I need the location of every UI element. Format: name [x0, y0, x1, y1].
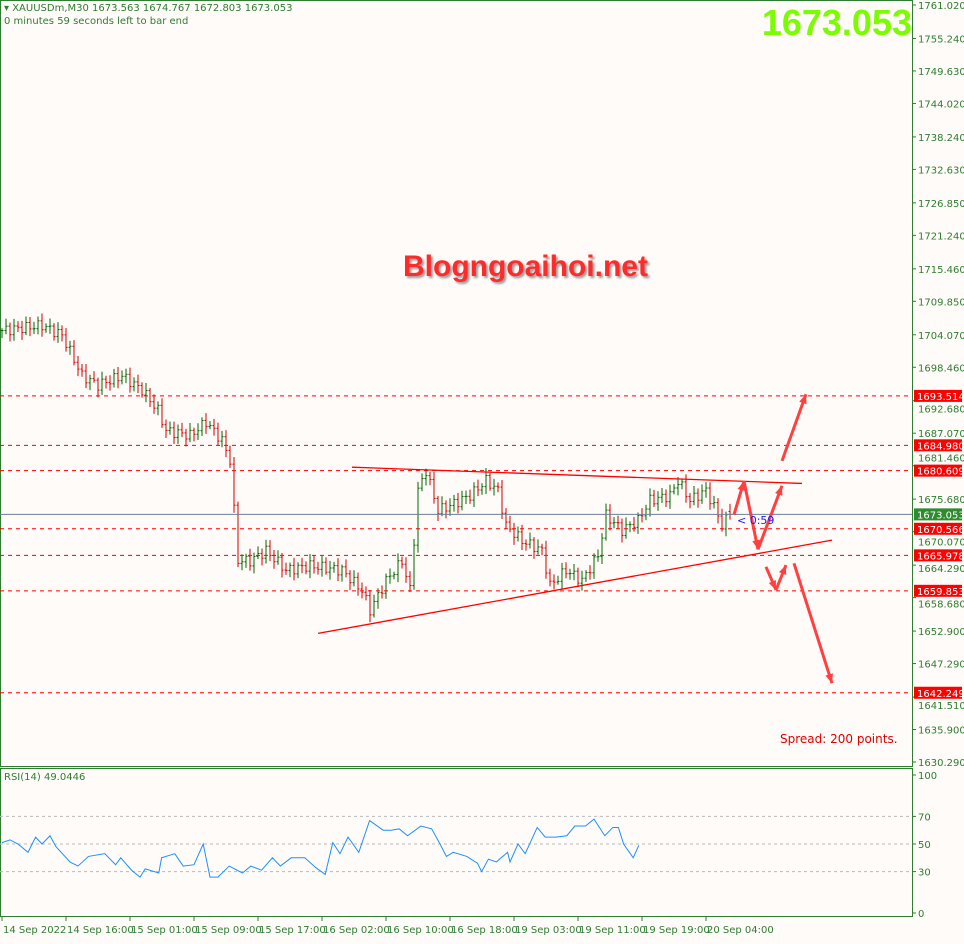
price-level-label: 1665.978 [917, 551, 964, 562]
y-tick-label: 1709.850 [918, 297, 964, 308]
y-tick-label: 1675.680 [918, 495, 964, 506]
x-tick-label: 20 Sep 04:00 [707, 925, 774, 936]
x-tick-label: 15 Sep 17:00 [259, 925, 326, 936]
price-level-label: 1670.566 [917, 525, 964, 536]
arrow-head-icon [799, 394, 807, 405]
symbol-line: XAUUSDm,M30 1673.563 1674.767 1672.803 1… [12, 3, 293, 14]
y-tick-label: 1641.510 [918, 701, 964, 712]
x-tick-label: 19 Sep 11:00 [579, 925, 646, 936]
arrow-head-icon [775, 485, 783, 496]
rsi-panel-frame [0, 768, 913, 917]
price-level-tag [914, 686, 962, 699]
symbol-ohlc-header: ▾ XAUUSDm,M30 1673.563 1674.767 1672.803… [4, 3, 292, 14]
price-level-label: 1680.609 [917, 467, 964, 478]
arrow-line [756, 485, 784, 550]
bar-countdown: < 0:59 [737, 514, 775, 527]
arrow-line [742, 480, 760, 550]
rsi-y-tick-label: 0 [918, 909, 924, 920]
y-tick-label: 1749.630 [918, 67, 964, 78]
y-tick-label: 1726.850 [918, 199, 964, 210]
rsi-label: RSI(14) 49.0446 [4, 772, 86, 783]
price-level-label: 1673.053 [917, 510, 964, 521]
y-tick-label: 1732.630 [918, 165, 964, 176]
x-tick-label: 19 Sep 03:00 [515, 925, 582, 936]
price-level-label: 1659.853 [917, 587, 964, 598]
spread-info: Spread: 200 points. [780, 732, 898, 746]
price-level-tag [914, 439, 962, 452]
rsi-y-tick-label: 70 [918, 812, 931, 823]
y-tick-label: 1647.290 [918, 660, 964, 671]
y-tick-label: 1755.240 [918, 34, 964, 45]
rsi-y-tick-label: 30 [918, 868, 931, 879]
y-tick-label: 1761.020 [918, 1, 964, 12]
price-level-tag [914, 584, 962, 597]
y-tick-label: 1687.070 [918, 429, 964, 440]
y-tick-label: 1721.240 [918, 231, 964, 242]
price-level-tag [914, 508, 962, 521]
watermark: Blogngoaihoi.net [403, 250, 648, 283]
y-tick-label: 1652.900 [918, 627, 964, 638]
y-tick-label: 1698.460 [918, 363, 964, 374]
y-tick-label: 1715.460 [918, 265, 964, 276]
x-tick-label: 14 Sep 2022 [3, 925, 66, 936]
y-tick-label: 1658.680 [918, 600, 964, 611]
arrow-line [792, 562, 834, 684]
x-tick-label: 15 Sep 01:00 [131, 925, 198, 936]
y-tick-label: 1738.240 [918, 133, 964, 144]
y-tick-label: 1664.290 [918, 564, 964, 575]
big-price-display: 1673.053 [761, 2, 912, 43]
price-level-tag [914, 464, 962, 477]
y-tick-label: 1744.020 [918, 99, 964, 110]
rsi-line [1, 818, 640, 878]
x-tick-label: 16 Sep 02:00 [323, 925, 390, 936]
arrow-head-icon [825, 673, 833, 684]
y-tick-label: 1635.900 [918, 726, 964, 737]
price-level-tag [914, 549, 962, 562]
price-level-tag [914, 522, 962, 535]
x-tick-label: 16 Sep 10:00 [387, 925, 454, 936]
trendline-upper [351, 466, 803, 485]
x-tick-label: 15 Sep 09:00 [195, 925, 262, 936]
collapse-triangle-icon[interactable]: ▾ [4, 3, 13, 14]
price-level-tag [914, 389, 962, 402]
price-level-label: 1693.514 [917, 392, 964, 403]
x-tick-label: 14 Sep 16:00 [67, 925, 134, 936]
rsi-y-tick-label: 50 [918, 840, 931, 851]
y-tick-label: 1630.290 [918, 758, 964, 769]
price-level-label: 1684.980 [917, 441, 964, 452]
rsi-y-tick-label: 100 [918, 771, 937, 782]
y-tick-label: 1692.680 [918, 405, 964, 416]
main-panel-frame [0, 0, 913, 767]
y-tick-label: 1704.070 [918, 331, 964, 342]
arrow-line [780, 393, 808, 462]
arrow-head-icon [778, 565, 787, 576]
y-tick-label: 1670.070 [918, 538, 964, 549]
x-tick-label: 16 Sep 18:00 [451, 925, 518, 936]
arrow-head-icon [768, 579, 776, 590]
bar-timer: 0 minutes 59 seconds left to bar end [4, 16, 189, 27]
price-level-label: 1642.249 [917, 689, 964, 700]
y-tick-label: 1681.460 [918, 454, 964, 465]
trendline-lower [317, 539, 833, 635]
x-tick-label: 19 Sep 19:00 [643, 925, 710, 936]
